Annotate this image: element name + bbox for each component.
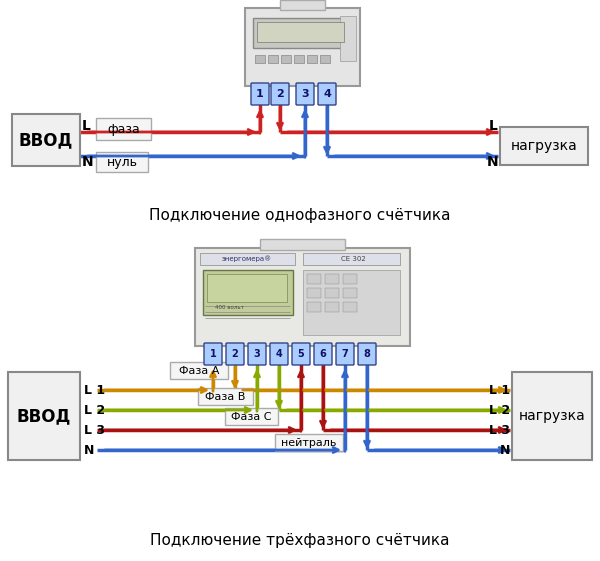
FancyBboxPatch shape xyxy=(96,118,151,140)
Text: 4: 4 xyxy=(323,89,331,99)
Text: 2: 2 xyxy=(276,89,284,99)
Text: 5: 5 xyxy=(298,349,304,359)
Text: Фаза А: Фаза А xyxy=(179,366,219,375)
Text: L 3: L 3 xyxy=(489,424,510,436)
Text: CE 302: CE 302 xyxy=(341,256,365,262)
FancyBboxPatch shape xyxy=(248,343,266,365)
Text: 4: 4 xyxy=(275,349,283,359)
FancyBboxPatch shape xyxy=(294,55,304,63)
Text: L 2: L 2 xyxy=(84,403,105,416)
FancyBboxPatch shape xyxy=(8,372,80,460)
Text: нуль: нуль xyxy=(107,155,137,168)
FancyBboxPatch shape xyxy=(270,343,288,365)
Text: Подключение трёхфазного счётчика: Подключение трёхфазного счётчика xyxy=(150,532,450,548)
FancyBboxPatch shape xyxy=(307,274,321,284)
FancyBboxPatch shape xyxy=(314,343,332,365)
FancyBboxPatch shape xyxy=(307,288,321,298)
FancyBboxPatch shape xyxy=(257,22,344,42)
Text: L: L xyxy=(489,119,498,133)
Text: Фаза С: Фаза С xyxy=(231,412,272,421)
Text: ВВОД: ВВОД xyxy=(17,407,71,425)
Text: нейтраль: нейтраль xyxy=(281,438,337,448)
FancyBboxPatch shape xyxy=(325,274,339,284)
FancyBboxPatch shape xyxy=(280,0,325,10)
FancyBboxPatch shape xyxy=(198,388,253,405)
FancyBboxPatch shape xyxy=(325,302,339,312)
Text: L 2: L 2 xyxy=(489,403,510,416)
FancyBboxPatch shape xyxy=(320,55,330,63)
FancyBboxPatch shape xyxy=(96,152,148,172)
Text: 7: 7 xyxy=(341,349,349,359)
FancyBboxPatch shape xyxy=(200,253,295,265)
FancyBboxPatch shape xyxy=(296,83,314,105)
FancyBboxPatch shape xyxy=(343,302,357,312)
Text: 1: 1 xyxy=(256,89,264,99)
Text: N: N xyxy=(487,155,498,169)
FancyBboxPatch shape xyxy=(512,372,592,460)
Text: L 1: L 1 xyxy=(489,384,510,397)
FancyBboxPatch shape xyxy=(307,55,317,63)
Text: Фаза В: Фаза В xyxy=(205,392,245,402)
FancyBboxPatch shape xyxy=(245,8,360,86)
FancyBboxPatch shape xyxy=(281,55,291,63)
Text: N: N xyxy=(82,155,94,169)
FancyBboxPatch shape xyxy=(204,343,222,365)
Text: L: L xyxy=(82,119,91,133)
Text: 3: 3 xyxy=(254,349,260,359)
FancyBboxPatch shape xyxy=(343,288,357,298)
FancyBboxPatch shape xyxy=(255,55,265,63)
Text: 6: 6 xyxy=(320,349,326,359)
FancyBboxPatch shape xyxy=(225,408,278,425)
Text: ВВОД: ВВОД xyxy=(19,131,73,149)
Text: энергомера®: энергомера® xyxy=(222,256,272,263)
FancyBboxPatch shape xyxy=(207,274,287,302)
FancyBboxPatch shape xyxy=(226,343,244,365)
Text: 8: 8 xyxy=(364,349,370,359)
FancyBboxPatch shape xyxy=(318,83,336,105)
FancyBboxPatch shape xyxy=(336,343,354,365)
FancyBboxPatch shape xyxy=(307,302,321,312)
FancyBboxPatch shape xyxy=(343,274,357,284)
Text: 3: 3 xyxy=(301,89,309,99)
FancyBboxPatch shape xyxy=(203,270,293,315)
FancyBboxPatch shape xyxy=(358,343,376,365)
FancyBboxPatch shape xyxy=(325,288,339,298)
FancyBboxPatch shape xyxy=(260,239,345,250)
Text: L 3: L 3 xyxy=(84,424,105,436)
FancyBboxPatch shape xyxy=(500,127,588,165)
FancyBboxPatch shape xyxy=(195,248,410,346)
FancyBboxPatch shape xyxy=(292,343,310,365)
FancyBboxPatch shape xyxy=(303,270,400,335)
FancyBboxPatch shape xyxy=(303,253,400,265)
Text: 2: 2 xyxy=(232,349,238,359)
Text: N: N xyxy=(84,444,94,457)
Text: 1: 1 xyxy=(209,349,217,359)
Text: фаза: фаза xyxy=(107,122,140,136)
FancyBboxPatch shape xyxy=(268,55,278,63)
FancyBboxPatch shape xyxy=(340,16,356,61)
Text: нагрузка: нагрузка xyxy=(511,139,577,153)
FancyBboxPatch shape xyxy=(271,83,289,105)
Text: N: N xyxy=(500,444,510,457)
FancyBboxPatch shape xyxy=(170,362,228,379)
Text: L 1: L 1 xyxy=(84,384,105,397)
FancyBboxPatch shape xyxy=(12,114,80,166)
Text: 400 вольт: 400 вольт xyxy=(215,305,244,310)
Text: Подключение однофазного счётчика: Подключение однофазного счётчика xyxy=(149,208,451,223)
FancyBboxPatch shape xyxy=(251,83,269,105)
Text: нагрузка: нагрузка xyxy=(518,409,586,423)
FancyBboxPatch shape xyxy=(275,434,343,451)
FancyBboxPatch shape xyxy=(253,18,350,48)
